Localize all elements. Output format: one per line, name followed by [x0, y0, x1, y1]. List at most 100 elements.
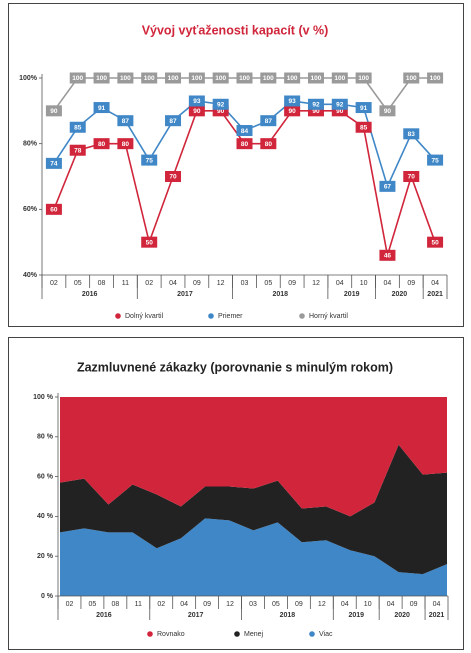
data-point — [117, 138, 134, 150]
data-label: 91 — [98, 105, 106, 112]
x-tick-label: 09 — [295, 601, 303, 608]
x-tick-label: 09 — [407, 280, 415, 287]
data-point — [45, 157, 62, 169]
data-point — [331, 72, 348, 84]
data-point — [427, 154, 444, 166]
y-tick-label: 80 % — [37, 434, 54, 441]
x-tick-label: 12 — [217, 280, 225, 287]
panel-frame — [8, 3, 464, 327]
group-label: 2019 — [344, 291, 360, 298]
x-tick-label: 03 — [241, 280, 249, 287]
data-label: 100 — [287, 75, 298, 82]
x-tick-label: 02 — [50, 280, 58, 287]
x-tick-label: 04 — [433, 601, 441, 608]
x-tick-label: 12 — [312, 280, 320, 287]
x-tick-label: 05 — [74, 280, 82, 287]
data-label: 100 — [406, 75, 417, 82]
data-label: 80 — [241, 141, 249, 148]
data-label: 90 — [336, 108, 344, 115]
data-point — [141, 236, 158, 248]
data-point — [165, 72, 182, 84]
chart-title: Zazmluvnené zákazky (porovnanie s minulý… — [77, 360, 393, 374]
x-tick-label: 04 — [341, 601, 349, 608]
data-point — [379, 105, 396, 117]
data-point — [236, 138, 253, 150]
data-label: 100 — [239, 75, 250, 82]
data-point — [403, 171, 420, 182]
legend-swatch — [115, 313, 121, 319]
data-label: 70 — [408, 174, 416, 181]
legend-swatch — [299, 313, 305, 319]
group-label: 2017 — [177, 291, 193, 298]
y-tick-label: 80% — [23, 141, 38, 148]
data-label: 90 — [217, 108, 225, 115]
data-label: 100 — [96, 75, 107, 82]
legend-swatch — [208, 313, 214, 319]
data-point — [69, 144, 86, 156]
data-point — [355, 102, 372, 114]
group-label: 2016 — [82, 291, 98, 298]
data-label: 92 — [217, 101, 225, 108]
data-label: 100 — [215, 75, 226, 82]
data-point — [284, 95, 301, 107]
group-label: 2018 — [272, 291, 288, 298]
data-label: 90 — [193, 108, 201, 115]
x-tick-label: 04 — [431, 280, 439, 287]
legend-label: Rovnako — [157, 631, 185, 638]
data-label: 100 — [430, 75, 441, 82]
group-label: 2019 — [348, 612, 364, 619]
data-label: 93 — [289, 98, 297, 105]
panel-frame — [8, 337, 464, 650]
group-label: 2021 — [427, 291, 443, 298]
y-tick-label: 100 % — [33, 394, 54, 401]
x-tick-label: 09 — [410, 601, 418, 608]
x-tick-label: 04 — [169, 280, 177, 287]
data-label: 50 — [431, 239, 439, 246]
data-label: 100 — [311, 75, 322, 82]
data-point — [379, 180, 396, 192]
legend-label: Priemer — [218, 313, 243, 320]
data-point — [260, 138, 277, 150]
group-label: 2021 — [429, 612, 445, 619]
legend-label: Menej — [244, 631, 264, 638]
group-label: 2020 — [392, 291, 408, 298]
x-tick-label: 08 — [98, 280, 106, 287]
group-label: 2016 — [96, 612, 112, 619]
data-point — [403, 72, 420, 84]
data-label: 90 — [384, 108, 392, 115]
y-tick-label: 20 % — [37, 553, 54, 560]
data-point — [45, 203, 62, 215]
data-point — [331, 98, 348, 110]
data-label: 50 — [146, 239, 154, 246]
x-tick-label: 10 — [360, 280, 368, 287]
y-tick-label: 60% — [23, 206, 38, 213]
data-point — [93, 102, 110, 114]
data-label: 100 — [144, 75, 155, 82]
data-point — [427, 236, 444, 248]
data-label: 100 — [168, 75, 179, 82]
x-tick-label: 09 — [288, 280, 296, 287]
x-tick-label: 09 — [193, 280, 201, 287]
data-label: 74 — [50, 161, 58, 168]
y-tick-label: 100% — [19, 75, 38, 82]
x-tick-label: 08 — [111, 601, 119, 608]
data-label: 92 — [336, 101, 344, 108]
data-point — [236, 125, 253, 137]
x-tick-label: 09 — [203, 601, 211, 608]
data-label: 90 — [289, 108, 297, 115]
data-label: 100 — [334, 75, 345, 82]
data-point — [45, 105, 62, 117]
x-tick-label: 04 — [387, 601, 395, 608]
data-point — [260, 115, 277, 127]
x-tick-label: 05 — [272, 601, 280, 608]
data-label: 100 — [72, 75, 83, 82]
data-point — [427, 72, 444, 84]
data-point — [93, 138, 110, 150]
group-label: 2020 — [394, 612, 410, 619]
x-tick-label: 02 — [66, 601, 74, 608]
x-tick-label: 04 — [336, 280, 344, 287]
data-label: 67 — [384, 184, 392, 191]
data-point — [165, 171, 182, 182]
group-label: 2017 — [188, 612, 204, 619]
